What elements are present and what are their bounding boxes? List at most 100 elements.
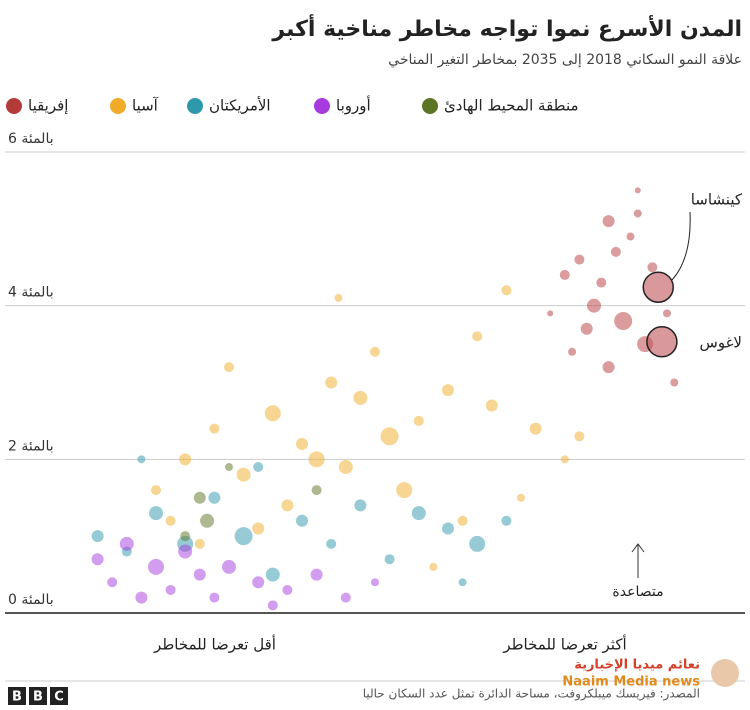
bubble — [334, 293, 343, 302]
watermark: نعائم ميديا الإخبارية — [574, 658, 700, 673]
bubble — [222, 559, 236, 574]
bubble — [371, 578, 379, 587]
legend-label: آسيا — [132, 97, 159, 115]
bubble — [165, 515, 176, 526]
bubble — [574, 254, 585, 265]
svg-text:B: B — [33, 690, 43, 705]
bubble — [485, 399, 498, 412]
bubble — [559, 269, 570, 280]
bubble — [200, 513, 215, 528]
bubble — [308, 451, 325, 468]
legend-label: منطقة المحيط الهادئ — [444, 97, 579, 115]
bubble — [149, 506, 163, 521]
bubble — [457, 515, 468, 526]
bubble — [580, 322, 593, 335]
x-axis-label: أكثر تعرضا للمخاطر — [502, 635, 626, 654]
bubble — [610, 246, 621, 257]
bubble — [252, 522, 265, 535]
bubble — [633, 209, 642, 218]
bubble — [411, 506, 426, 521]
bubble — [296, 437, 308, 450]
bubble — [267, 600, 278, 611]
bubble — [135, 591, 148, 604]
legend-marker — [6, 98, 22, 114]
bubble — [626, 232, 635, 241]
legend-marker — [110, 98, 126, 114]
bubble — [340, 592, 351, 603]
bbc-logo: B B C — [8, 687, 68, 705]
highlighted-city — [646, 326, 678, 358]
bubble — [354, 499, 367, 512]
bubble — [264, 405, 281, 422]
bubble — [413, 415, 424, 426]
bubble — [568, 347, 577, 356]
bubble — [281, 499, 294, 512]
bubble — [326, 538, 337, 549]
bubble — [311, 485, 322, 496]
bubble — [529, 422, 542, 435]
bubble — [193, 568, 206, 581]
rising-label: متصاعدة — [612, 584, 663, 600]
y-tick-label: 4 بالمئة — [8, 285, 54, 301]
bubble — [472, 331, 483, 342]
bubble — [560, 455, 569, 464]
bubble — [209, 423, 220, 434]
watermark-icon — [711, 659, 739, 687]
bubble — [91, 530, 104, 543]
svg-text:C: C — [54, 690, 64, 705]
bubble — [282, 584, 293, 595]
points — [91, 187, 679, 611]
bubble — [234, 527, 253, 546]
x-axis-label: أقل تعرضا للمخاطر — [153, 635, 276, 654]
bubble — [587, 298, 601, 313]
bubble — [429, 562, 438, 571]
chart-title: المدن الأسرع نموا تواجه مخاطر مناخية أكب… — [271, 13, 742, 42]
legend-label: إفريقيا — [28, 97, 68, 115]
highlighted-city — [642, 271, 674, 303]
bubble — [296, 514, 308, 527]
bubble — [602, 361, 615, 374]
bubble — [165, 584, 176, 595]
bubble — [501, 285, 512, 296]
bubble — [442, 384, 454, 397]
annotation-label: لاغوس — [700, 334, 742, 352]
bubble — [380, 427, 399, 446]
bubble — [647, 262, 658, 273]
y-tick-label: 0 بالمئة — [8, 592, 54, 608]
svg-text:B: B — [12, 690, 22, 705]
watermark: Naaim Media news — [562, 675, 700, 690]
bubble — [265, 567, 280, 582]
bubble — [442, 522, 454, 535]
bubble — [224, 362, 234, 373]
bubble — [107, 577, 118, 588]
bubble — [208, 491, 221, 504]
source-note: المصدر: فيريسك ميبلكروفت، مساحة الدائرة … — [363, 687, 700, 702]
bubble — [574, 431, 585, 442]
bubble — [310, 568, 323, 581]
bubble — [547, 310, 554, 317]
annotation-leader — [671, 211, 691, 281]
bubble — [193, 491, 206, 504]
bubble — [458, 578, 467, 587]
bubble — [151, 485, 161, 496]
chart-subtitle: علاقة النمو السكاني 2018 إلى 2035 بمخاطر… — [388, 52, 742, 68]
bubble — [384, 554, 395, 565]
legend-label: أوروبا — [336, 96, 371, 115]
bubble — [338, 460, 353, 475]
legend-label: الأمريكتان — [209, 96, 271, 115]
legend-marker — [422, 98, 438, 114]
bubble — [119, 536, 134, 551]
bubble — [353, 390, 368, 405]
bubble — [178, 544, 193, 559]
legend-marker — [314, 98, 330, 114]
bubble — [663, 309, 671, 318]
bubble — [252, 576, 265, 589]
rising-arrow-head — [631, 543, 645, 553]
annotation-label: كينشاسا — [691, 191, 743, 209]
bubble — [396, 482, 413, 499]
bubble — [180, 531, 191, 542]
bubble — [236, 467, 251, 482]
bubble — [670, 378, 679, 387]
bubble — [325, 376, 338, 389]
